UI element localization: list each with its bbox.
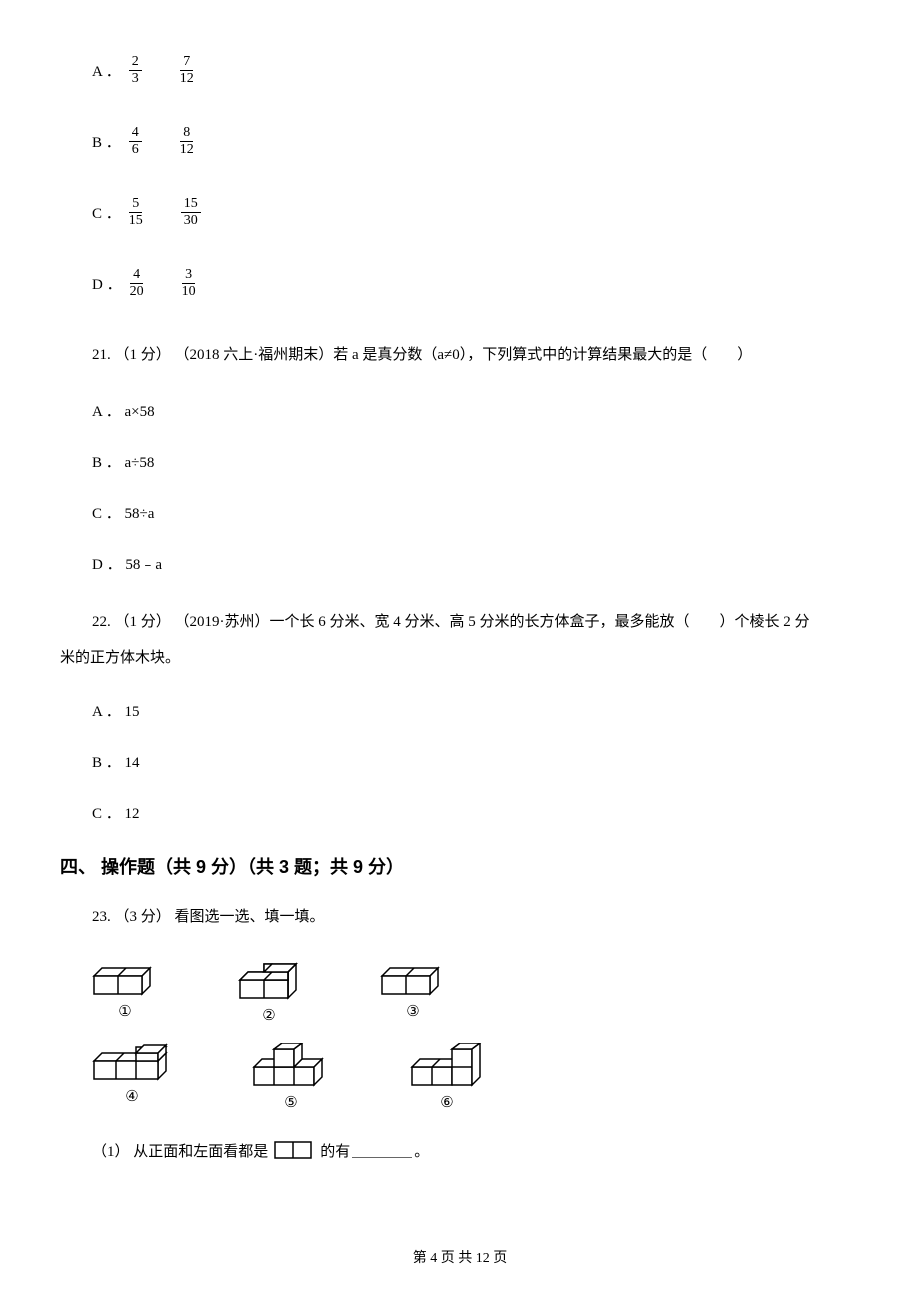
q22-option-b: B ． 14: [92, 751, 860, 772]
q22-line1: 22. （1 分） （2019·苏州）一个长 6 分米、宽 4 分米、高 5 分…: [60, 604, 860, 640]
figure-1: ①: [92, 962, 158, 1025]
question-23: 23. （3 分） 看图选一选、填一填。: [60, 901, 860, 934]
option-label: D ．: [92, 273, 122, 294]
q22-option-c: C ． 12: [92, 802, 860, 823]
option-b: B ． 4 6 8 12: [92, 126, 860, 157]
q21-option-b: B ． a÷58: [92, 451, 860, 472]
figure-4: ④: [92, 1043, 172, 1112]
option-label: C ．: [92, 202, 121, 223]
page-content: A ． 2 3 7 12 B ． 4 6 8 12 C ． 5 15 15: [0, 0, 920, 1201]
page-footer: 第 4 页 共 12 页: [0, 1247, 920, 1267]
figure-5: ⑤: [252, 1043, 330, 1112]
q22-line2: 米的正方体木块。: [60, 640, 860, 676]
cube-shape-icon: [410, 1043, 484, 1089]
answer-blank: [352, 1144, 412, 1158]
option-d: D ． 4 20 3 10: [92, 268, 860, 299]
figure-2: ②: [238, 962, 300, 1025]
fraction: 8 12: [180, 126, 194, 157]
figure-row-2: ④ ⑤: [92, 1043, 860, 1112]
figure-6: ⑥: [410, 1043, 484, 1112]
question-22: 22. （1 分） （2019·苏州）一个长 6 分米、宽 4 分米、高 5 分…: [60, 604, 860, 676]
fraction: 4 6: [129, 126, 142, 157]
fraction: 7 12: [180, 55, 194, 86]
cube-shape-icon: [238, 962, 300, 1002]
fraction: 2 3: [129, 55, 142, 86]
fraction: 15 30: [181, 197, 201, 228]
cube-shape-icon: [380, 962, 446, 998]
fraction: 3 10: [182, 268, 196, 299]
option-label: B ．: [92, 131, 121, 152]
figure-label: ③: [406, 1002, 419, 1021]
section-4-heading: 四、 操作题（共 9 分）（共 3 题；共 9 分）: [60, 853, 860, 879]
figure-label: ①: [118, 1002, 131, 1021]
fraction: 4 20: [130, 268, 144, 299]
figure-label: ④: [125, 1087, 138, 1106]
q21-option-c: C ． 58÷a: [92, 502, 860, 523]
sub-prefix: （1） 从正面和左面看都是: [92, 1140, 268, 1161]
q23-sub-1: （1） 从正面和左面看都是 的有 。: [92, 1140, 860, 1161]
option-label: A ．: [92, 60, 121, 81]
cube-shape-icon: [92, 1043, 172, 1083]
two-square-icon: [274, 1141, 314, 1161]
figure-3: ③: [380, 962, 446, 1025]
figure-row-1: ① ②: [92, 962, 860, 1025]
q22-option-a: A ． 15: [92, 700, 860, 721]
fraction: 5 15: [129, 197, 143, 228]
cube-shape-icon: [92, 962, 158, 998]
question-21: 21. （1 分） （2018 六上·福州期末）若 a 是真分数（a≠0），下列…: [60, 339, 860, 372]
option-c: C ． 5 15 15 30: [92, 197, 860, 228]
sub-end: 。: [414, 1140, 429, 1161]
figure-label: ⑥: [440, 1093, 453, 1112]
q21-option-a: A ． a×58: [92, 400, 860, 421]
option-a: A ． 2 3 7 12: [92, 55, 860, 86]
figure-label: ②: [262, 1006, 275, 1025]
q21-option-d: D ． 58﹣a: [92, 553, 860, 574]
figure-label: ⑤: [284, 1093, 297, 1112]
sub-suffix: 的有: [320, 1140, 350, 1161]
cube-shape-icon: [252, 1043, 330, 1089]
